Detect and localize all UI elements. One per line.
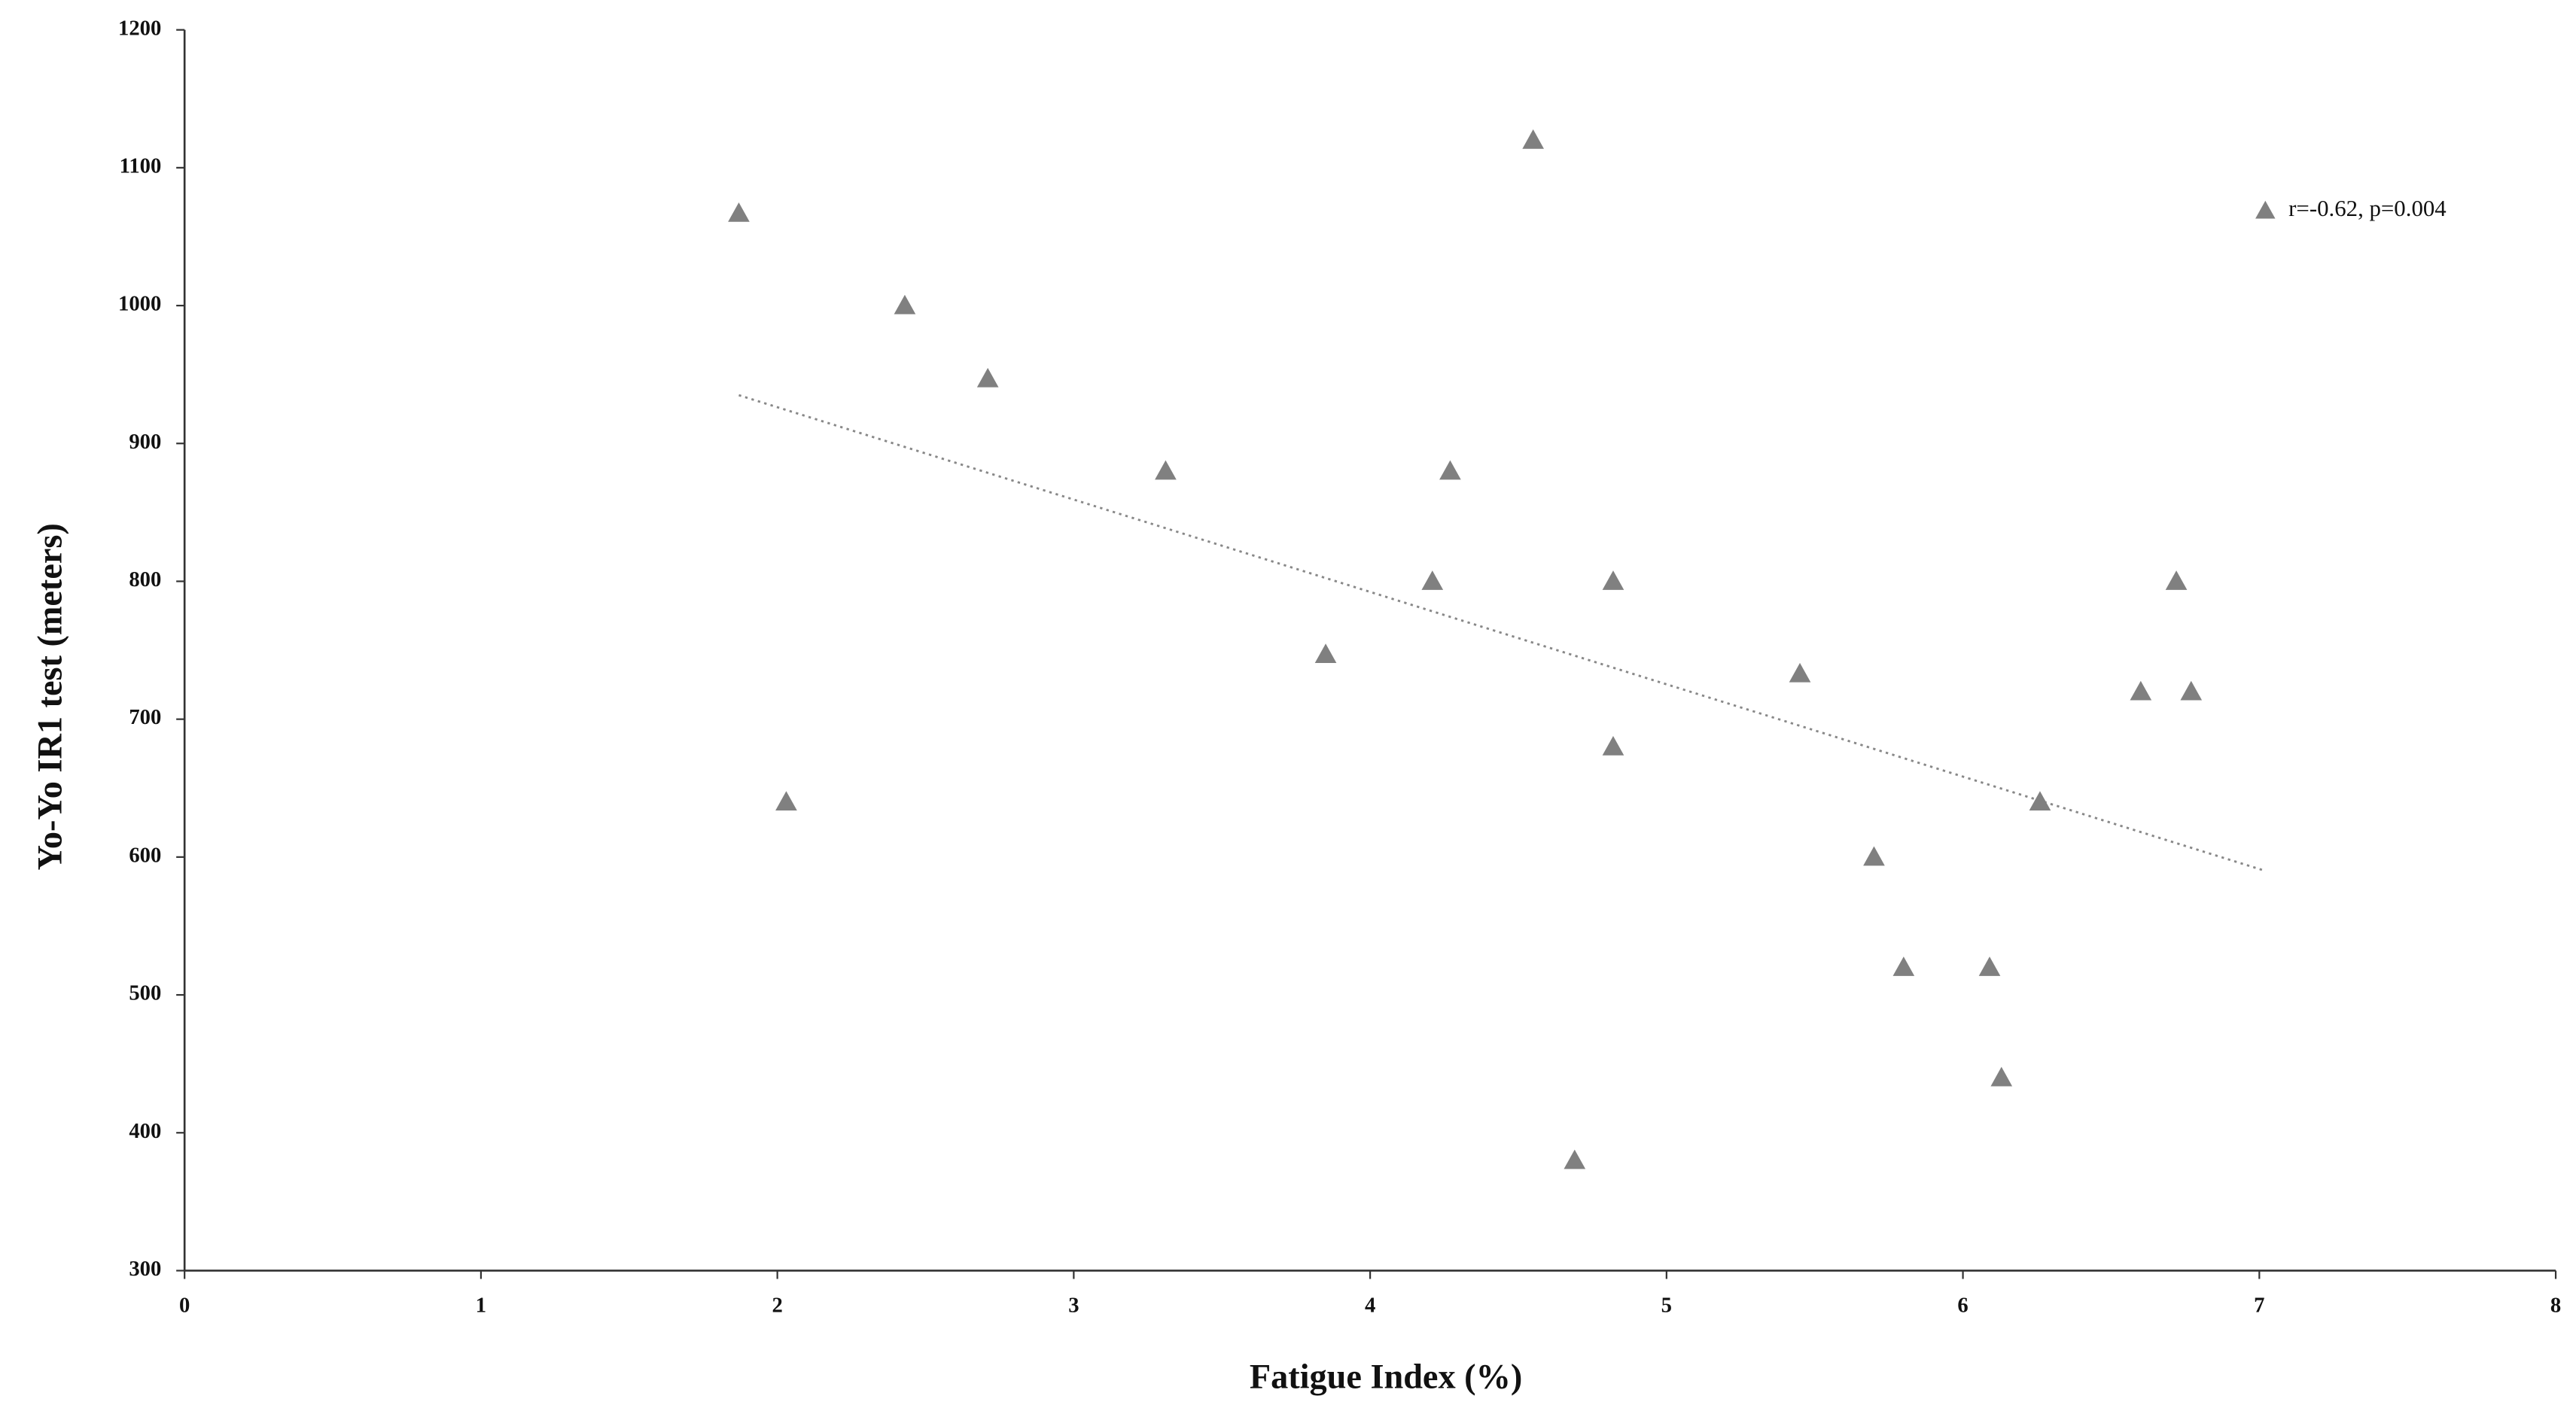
x-tick-label: 1 [476, 1294, 486, 1318]
x-tick-label: 0 [179, 1294, 190, 1318]
y-tick-label: 1200 [118, 16, 161, 40]
point [775, 791, 797, 811]
point [1314, 643, 1337, 664]
point [1990, 1066, 2013, 1087]
y-tick-label: 800 [129, 567, 161, 591]
point [1602, 735, 1624, 756]
x-tick-label: 2 [772, 1294, 782, 1318]
x-axis-title: Fatigue Index (%) [1250, 1358, 1522, 1397]
point [1522, 129, 1544, 149]
point [1155, 460, 1177, 480]
y-tick-label: 900 [129, 430, 161, 454]
y-tick-label: 700 [129, 705, 161, 729]
point [976, 367, 999, 388]
x-tick-label: 7 [2254, 1294, 2264, 1318]
point [1789, 662, 1811, 683]
y-tick-label: 300 [129, 1257, 161, 1281]
y-tick-label: 600 [129, 843, 161, 867]
trendline [738, 394, 2266, 872]
point [894, 294, 916, 315]
legend-label: r=-0.62, p=0.004 [2288, 196, 2447, 221]
x-tick-label: 3 [1068, 1294, 1079, 1318]
point [728, 202, 750, 222]
point [1564, 1149, 1586, 1169]
point [2180, 680, 2203, 701]
x-tick-label: 8 [2550, 1294, 2561, 1318]
x-tick-label: 4 [1365, 1294, 1375, 1318]
point [1863, 846, 1885, 866]
y-tick-label: 1000 [118, 292, 161, 316]
point [1978, 956, 2001, 976]
y-tick-label: 400 [129, 1119, 161, 1143]
point [2165, 570, 2188, 590]
x-tick-label: 5 [1661, 1294, 1672, 1318]
x-tick-label: 6 [1957, 1294, 1968, 1318]
point [2029, 791, 2051, 811]
y-tick-label: 500 [129, 981, 161, 1005]
y-tick-label: 1100 [120, 154, 162, 178]
legend-marker [2255, 200, 2276, 219]
point [2130, 680, 2152, 701]
point [1439, 460, 1461, 480]
point [1602, 570, 1624, 590]
point [1421, 570, 1444, 590]
y-axis-title: Yo-Yo IR1 test (meters) [32, 523, 70, 870]
point [1892, 956, 1915, 976]
